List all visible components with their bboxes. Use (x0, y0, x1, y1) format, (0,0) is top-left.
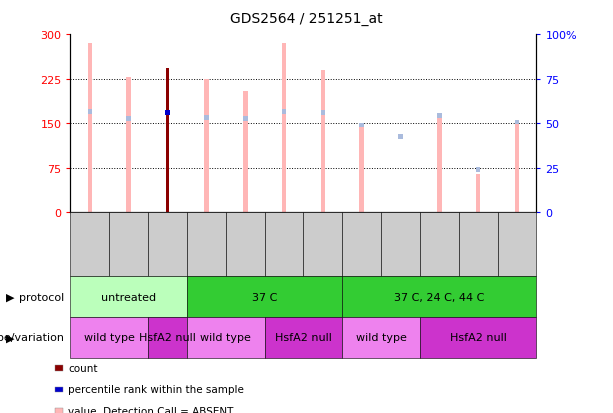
Bar (321, 111, 325, 116)
Bar (359, 126, 364, 213)
Bar (166, 69, 169, 213)
Text: wild type: wild type (356, 332, 406, 342)
Text: HsfA2 null: HsfA2 null (139, 332, 196, 342)
Text: HsfA2 null: HsfA2 null (450, 332, 506, 342)
Text: untreated: untreated (101, 292, 156, 302)
Bar (204, 116, 208, 120)
Bar (204, 79, 208, 213)
Text: ▶: ▶ (6, 332, 15, 342)
Bar (88, 110, 92, 114)
Text: count: count (68, 363, 97, 373)
Bar (359, 123, 364, 128)
Bar (126, 117, 131, 121)
Bar (243, 91, 248, 213)
Bar (476, 174, 481, 213)
Bar (243, 117, 248, 121)
Bar (476, 168, 481, 173)
Text: 37 C: 37 C (252, 292, 277, 302)
Bar (515, 120, 519, 125)
Text: HsfA2 null: HsfA2 null (275, 332, 332, 342)
Text: value, Detection Call = ABSENT: value, Detection Call = ABSENT (68, 406, 234, 413)
Bar (88, 44, 92, 213)
Text: protocol: protocol (19, 292, 64, 302)
Bar (437, 114, 441, 119)
Text: ▶: ▶ (6, 292, 15, 302)
Bar (437, 118, 441, 213)
Text: wild type: wild type (84, 332, 135, 342)
Text: percentile rank within the sample: percentile rank within the sample (68, 385, 244, 394)
Text: GDS2564 / 251251_at: GDS2564 / 251251_at (230, 12, 383, 26)
Text: wild type: wild type (200, 332, 251, 342)
Text: 37 C, 24 C, 44 C: 37 C, 24 C, 44 C (394, 292, 484, 302)
Bar (398, 135, 403, 139)
Bar (282, 44, 286, 213)
Bar (126, 78, 131, 213)
Bar (282, 110, 286, 114)
Bar (515, 123, 519, 213)
Bar (166, 111, 170, 116)
Text: genotype/variation: genotype/variation (0, 332, 64, 342)
Bar (321, 71, 325, 213)
